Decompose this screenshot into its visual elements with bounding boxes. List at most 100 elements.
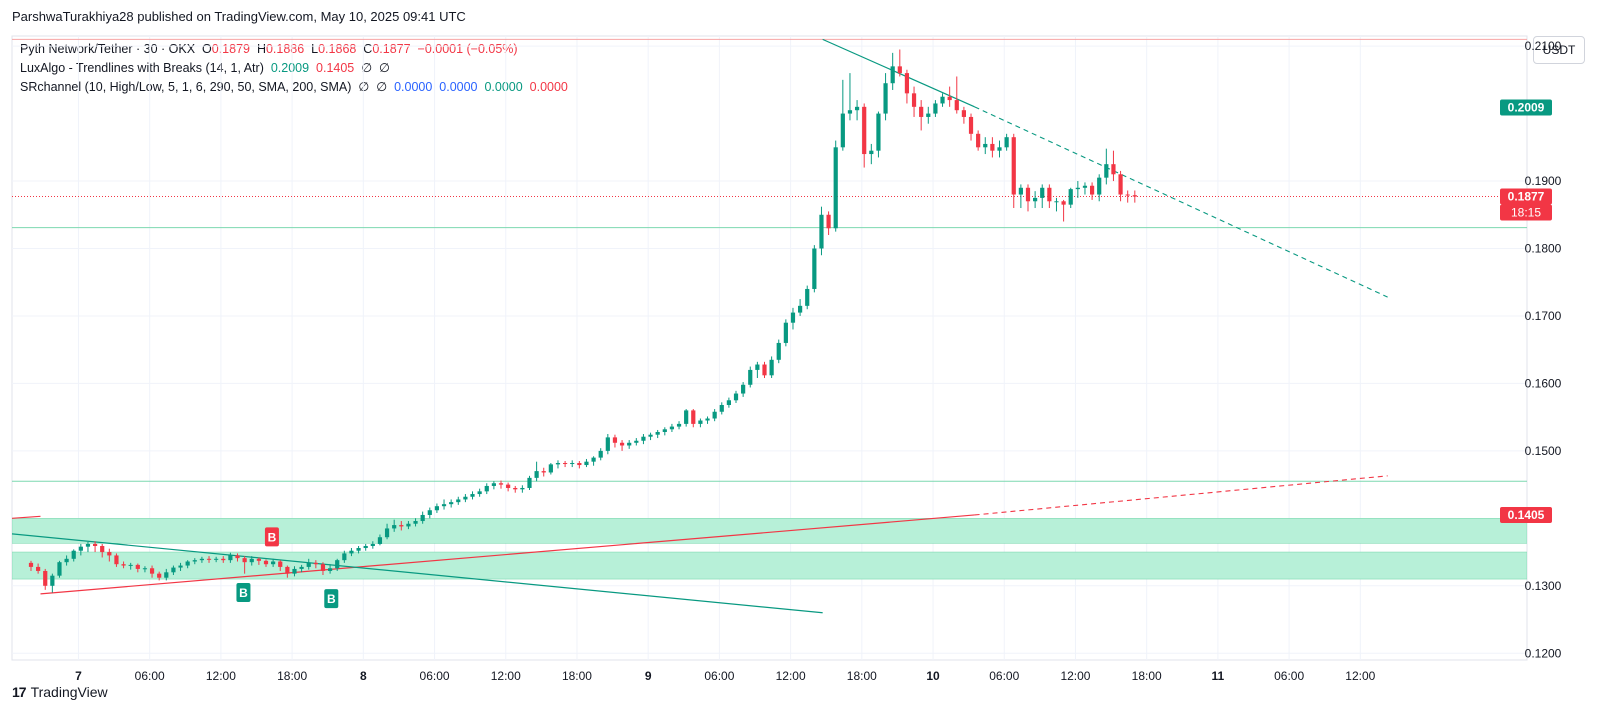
- candle-body: [320, 564, 326, 571]
- x-tick-label: 11: [1212, 669, 1225, 683]
- candle-body: [370, 543, 375, 546]
- candle-body: [527, 477, 532, 488]
- candle-body: [228, 555, 233, 561]
- candle-body: [847, 110, 853, 114]
- candle-body: [534, 471, 539, 478]
- candle-body: [249, 558, 254, 563]
- price-label-badge: [1500, 99, 1552, 116]
- candle-body: [1111, 164, 1116, 175]
- candle-body: [598, 450, 603, 458]
- candle-body: [434, 506, 440, 511]
- candle-body: [285, 566, 290, 574]
- candle-body: [427, 510, 432, 515]
- candle-body: [584, 461, 589, 466]
- tradingview-footer[interactable]: 17 TradingView: [12, 684, 108, 700]
- candle-body: [463, 496, 468, 500]
- candle-body: [221, 558, 226, 561]
- candle-body: [85, 543, 91, 547]
- candle-body: [242, 558, 247, 563]
- candle-body: [719, 405, 724, 412]
- candle-body: [50, 575, 55, 586]
- indicator-value: 0.0000: [394, 80, 433, 94]
- candle-body: [976, 133, 981, 148]
- candle-body: [513, 487, 518, 490]
- candle-body: [1097, 177, 1102, 195]
- x-tick-label: 06:00: [704, 669, 734, 683]
- candle-body: [911, 93, 917, 107]
- candle-body: [214, 558, 219, 560]
- chart-legend: Pyth Network/Tether · 30 · OKX O0.1879 H…: [20, 40, 568, 97]
- x-tick-label: 06:00: [420, 669, 450, 683]
- x-tick-label: 06:00: [1274, 669, 1304, 683]
- candle-body: [862, 106, 867, 155]
- candle-body: [854, 106, 860, 111]
- indicator-value-upper: 0.2009: [270, 61, 310, 75]
- candle-body: [1011, 137, 1016, 195]
- candle-body: [363, 545, 368, 549]
- symbol-name: Pyth Network/Tether · 30 · OKX: [20, 42, 196, 56]
- candle-body: [57, 562, 62, 576]
- candle-body: [933, 103, 938, 114]
- x-tick-label: 10: [926, 669, 940, 683]
- candle-body: [71, 550, 76, 559]
- candle-body: [940, 96, 945, 104]
- candle-body: [869, 150, 874, 155]
- candle-body: [634, 440, 639, 443]
- indicator-legend-trendlines[interactable]: LuxAlgo - Trendlines with Breaks (14, 1,…: [20, 59, 568, 78]
- candle-body: [520, 487, 525, 490]
- candle-body: [441, 504, 447, 507]
- candle-body: [498, 483, 504, 485]
- candle-body: [570, 463, 575, 465]
- candle-body: [1082, 185, 1088, 188]
- countdown-text: 18:15: [1511, 206, 1541, 220]
- candle-body: [406, 523, 411, 527]
- candle-body: [157, 573, 162, 578]
- candle-body: [648, 434, 653, 437]
- y-tick-label: 0.1200: [1525, 646, 1562, 660]
- candle-body: [92, 543, 98, 546]
- candle-body: [919, 106, 924, 117]
- x-tick-label: 18:00: [562, 669, 592, 683]
- candle-body: [384, 528, 390, 538]
- support-zone: [12, 518, 1527, 544]
- candle-body: [741, 384, 746, 394]
- candle-body: [1075, 187, 1080, 190]
- x-tick-label: 9: [645, 669, 652, 683]
- candle-body: [313, 562, 318, 565]
- y-tick-label: 0.1500: [1525, 444, 1562, 458]
- candle-body: [669, 426, 675, 430]
- candle-body: [883, 83, 888, 114]
- x-tick-label: 12:00: [776, 669, 806, 683]
- candle-body: [676, 423, 682, 427]
- candle-body: [484, 485, 489, 492]
- candle-body: [1089, 185, 1095, 195]
- plot-frame: [11, 35, 1528, 661]
- candle-body: [541, 471, 546, 473]
- break-signal-label: B: [239, 586, 248, 600]
- x-tick-label: 7: [75, 669, 82, 683]
- symbol-legend-row[interactable]: Pyth Network/Tether · 30 · OKX O0.1879 H…: [20, 40, 568, 59]
- price-label-badge: [1500, 506, 1552, 523]
- indicator-legend-srchannel[interactable]: SRchannel (10, High/Low, 5, 1, 6, 290, 5…: [20, 78, 568, 97]
- candle-body: [192, 560, 197, 562]
- x-tick-label: 06:00: [135, 669, 165, 683]
- currency-button[interactable]: USDT: [1533, 36, 1585, 64]
- candle-body: [755, 364, 760, 370]
- trendline-support: [12, 515, 41, 519]
- empty-value: ∅: [379, 61, 390, 75]
- candle-body: [121, 564, 126, 566]
- candle-body: [548, 464, 553, 473]
- candle-body: [641, 436, 646, 441]
- break-signal-badge: [264, 527, 279, 547]
- low-label: L: [311, 42, 319, 56]
- candle-body: [28, 562, 34, 567]
- high-value: 0.1886: [265, 42, 305, 56]
- candle-body: [135, 564, 140, 569]
- indicator-name: SRchannel (10, High/Low, 5, 1, 6, 290, 5…: [20, 80, 352, 94]
- candle-body: [1018, 187, 1023, 195]
- candle-body: [997, 147, 1002, 151]
- candle-body: [263, 560, 269, 565]
- y-tick-label: 0.1800: [1525, 241, 1562, 255]
- candle-body: [206, 558, 212, 560]
